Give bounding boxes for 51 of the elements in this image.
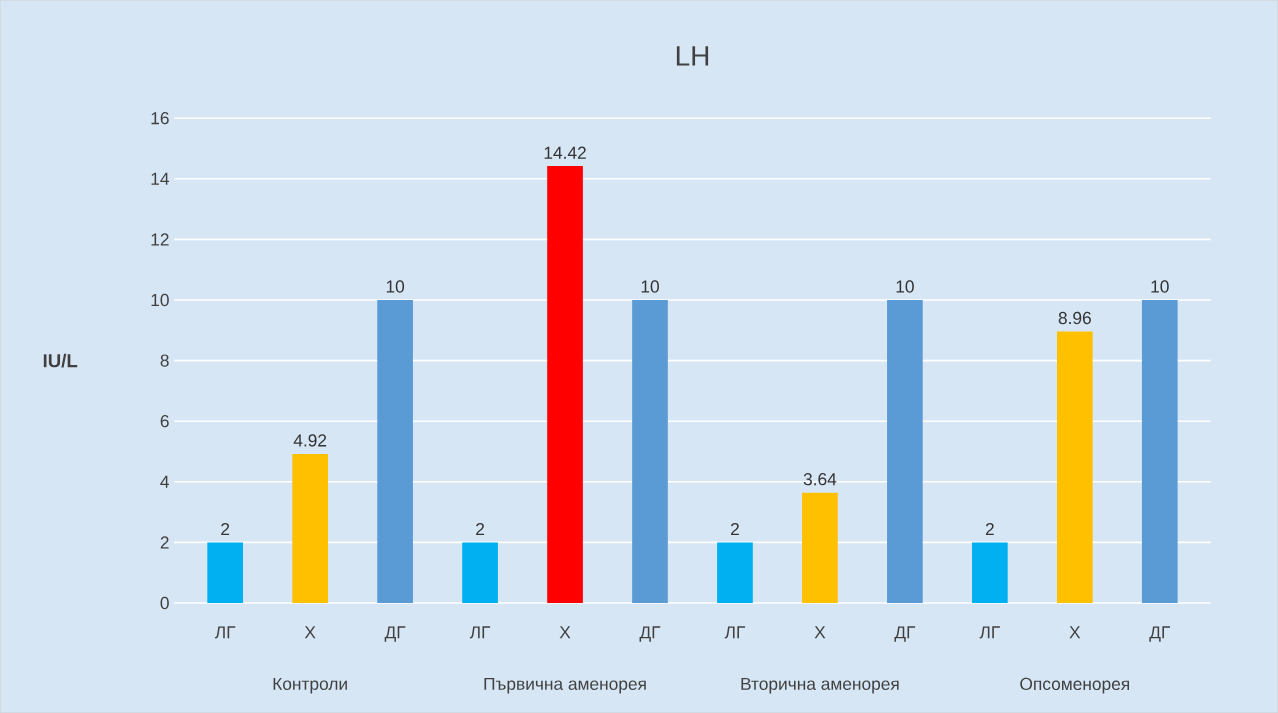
bar xyxy=(1056,331,1093,603)
bar xyxy=(887,299,923,603)
x-tick-label: ЛГ xyxy=(979,626,1000,639)
y-tick-label: 6 xyxy=(160,414,169,428)
y-tick-label: 4 xyxy=(160,475,169,488)
bar xyxy=(717,542,753,603)
y-tick-label: 14 xyxy=(151,172,169,185)
data-label: 10 xyxy=(386,280,405,293)
y-tick-label: 10 xyxy=(151,293,169,307)
y-tick-label: 12 xyxy=(151,233,169,246)
x-tick-label: ЛГ xyxy=(724,626,746,639)
y-tick-label: 2 xyxy=(160,536,169,549)
x-tick-label: ЛГ xyxy=(214,626,236,639)
text: Контроли xyxy=(273,677,347,694)
data-label: 2 xyxy=(476,522,485,535)
bar xyxy=(377,299,413,603)
data-label: 2 xyxy=(731,522,739,535)
x-tick-label: ЛГ xyxy=(469,626,491,639)
y-tick-label: 0 xyxy=(160,596,169,610)
x-tick-label: Х xyxy=(304,626,316,639)
x-tick-label: ДГ xyxy=(639,626,661,642)
x-tick-label: Х xyxy=(814,626,826,639)
bar xyxy=(1141,299,1178,603)
bar xyxy=(462,542,498,603)
y-tick-label: 8 xyxy=(160,354,169,367)
x-tick-label: ДГ xyxy=(894,626,916,642)
x-tick-label: Х xyxy=(559,626,571,639)
y-tick-label: 16 xyxy=(151,111,169,125)
bar xyxy=(547,165,583,603)
bar xyxy=(802,492,838,603)
text: Първична аменорея xyxy=(484,677,646,694)
data-label: 14.42 xyxy=(544,146,586,159)
data-label: 4.92 xyxy=(293,434,327,447)
x-tick-label: Х xyxy=(1069,626,1081,639)
data-label: 10 xyxy=(1151,280,1169,293)
chart-title: LH xyxy=(676,46,709,66)
y-axis-title: IU/L xyxy=(43,353,78,368)
text: Вторична аменорея xyxy=(741,677,899,694)
text: Опсоменорея xyxy=(1020,677,1129,694)
data-label: 2 xyxy=(985,522,994,535)
data-label: 10 xyxy=(641,280,659,293)
bar xyxy=(632,299,668,603)
x-tick-label: ДГ xyxy=(384,626,406,642)
bar xyxy=(207,542,244,603)
bar xyxy=(292,453,328,603)
bar xyxy=(972,542,1008,603)
data-label: 3.64 xyxy=(803,472,837,486)
data-label: 8.96 xyxy=(1058,311,1091,325)
data-label: 2 xyxy=(221,522,230,535)
data-label: 10 xyxy=(896,280,914,293)
x-tick-label: ДГ xyxy=(1149,626,1171,642)
